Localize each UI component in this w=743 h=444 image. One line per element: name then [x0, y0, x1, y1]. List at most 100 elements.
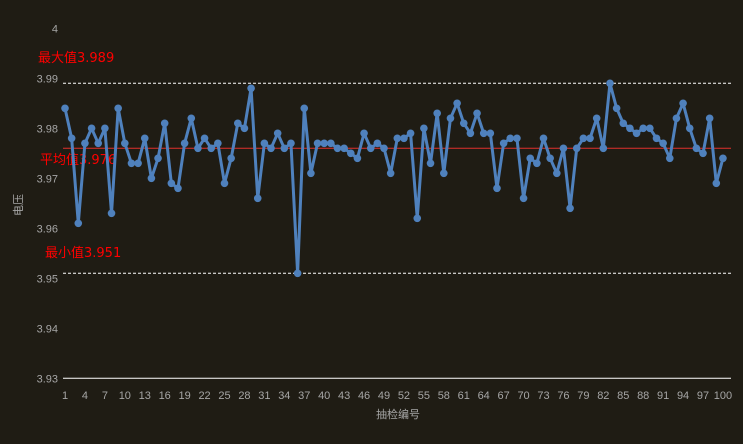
x-tick-label: 28 — [238, 390, 250, 402]
data-point — [127, 159, 136, 168]
x-tick-label: 49 — [378, 390, 390, 402]
x-tick-label: 64 — [478, 390, 490, 402]
data-point — [81, 139, 89, 148]
data-point — [187, 114, 196, 123]
data-point — [154, 154, 162, 163]
x-tick-label: 79 — [577, 390, 589, 402]
data-point — [214, 139, 222, 148]
data-point — [546, 154, 554, 163]
data-point — [586, 134, 594, 143]
data-point — [639, 124, 648, 133]
data-point — [340, 144, 348, 153]
data-point — [320, 139, 328, 148]
data-point — [619, 119, 628, 128]
x-tick-label: 97 — [697, 390, 709, 402]
data-point — [121, 139, 129, 148]
x-tick-label: 31 — [258, 390, 270, 402]
data-point — [107, 209, 116, 218]
data-point — [180, 139, 189, 148]
y-tick-label: 3.93 — [37, 373, 58, 385]
data-point — [253, 194, 262, 203]
x-tick-label: 37 — [298, 390, 310, 402]
data-point — [473, 109, 481, 118]
data-point — [705, 114, 714, 123]
y-tick-label: 3.98 — [37, 123, 58, 135]
x-tick-label: 73 — [537, 390, 549, 402]
data-point — [101, 124, 109, 133]
data-point — [293, 269, 302, 278]
data-point — [147, 174, 156, 183]
data-point — [486, 129, 495, 138]
data-point — [692, 144, 701, 153]
x-tick-label: 67 — [498, 390, 510, 402]
x-tick-label: 22 — [198, 390, 210, 402]
data-point — [233, 119, 242, 128]
x-tick-label: 91 — [657, 390, 669, 402]
data-point — [612, 104, 621, 113]
data-point — [526, 154, 535, 163]
data-point — [646, 124, 654, 133]
x-tick-label: 16 — [159, 390, 171, 402]
data-point — [313, 139, 322, 148]
data-point — [626, 124, 634, 133]
x-tick-label: 58 — [438, 390, 450, 402]
x-tick-label: 46 — [358, 390, 370, 402]
data-point — [160, 119, 169, 128]
data-point — [672, 114, 681, 123]
series-line — [63, 81, 725, 275]
data-point — [679, 99, 687, 108]
y-tick-label: 3.99 — [37, 73, 58, 85]
data-point — [433, 109, 441, 118]
data-point — [273, 129, 282, 138]
data-point — [665, 154, 674, 163]
data-point — [386, 169, 395, 178]
data-point — [346, 149, 355, 158]
y-tick-label: 3.97 — [37, 173, 58, 185]
data-point — [712, 179, 721, 188]
y-tick-label: 3.94 — [37, 323, 58, 335]
data-point — [114, 104, 122, 113]
data-point — [559, 144, 568, 153]
data-point — [373, 139, 382, 148]
data-point — [67, 134, 76, 143]
data-point — [307, 169, 315, 178]
data-point — [699, 149, 707, 158]
reference-label: 最大值3.989 — [38, 50, 114, 66]
data-point — [200, 134, 209, 143]
x-tick-label: 76 — [557, 390, 569, 402]
x-tick-label: 10 — [119, 390, 131, 402]
x-tick-label: 94 — [677, 390, 689, 402]
x-tick-label: 55 — [418, 390, 430, 402]
data-point — [685, 124, 694, 133]
data-point — [227, 154, 235, 163]
data-point — [413, 214, 422, 223]
data-point — [74, 219, 83, 228]
x-tick-label: 7 — [102, 390, 108, 402]
data-point — [87, 124, 96, 133]
x-axis-label: 抽检编号 — [376, 407, 420, 421]
data-point — [287, 139, 295, 148]
data-point — [167, 179, 176, 188]
data-point — [267, 144, 275, 153]
data-point — [240, 124, 249, 133]
x-tick-label: 4 — [82, 390, 88, 402]
data-point — [393, 134, 402, 143]
x-tick-label: 40 — [318, 390, 330, 402]
x-tick-label: 82 — [597, 390, 609, 402]
reference-label: 平均值3.976 — [40, 152, 116, 168]
data-point — [652, 134, 661, 143]
data-point — [380, 144, 388, 153]
data-point — [174, 184, 182, 193]
x-tick-label: 25 — [218, 390, 230, 402]
data-point — [360, 129, 368, 138]
data-point — [260, 139, 269, 148]
x-tick-label: 1 — [62, 390, 68, 402]
data-point — [632, 129, 641, 138]
data-point — [440, 169, 448, 178]
data-point — [61, 104, 69, 113]
data-point — [493, 184, 501, 193]
x-tick-label: 52 — [398, 390, 410, 402]
data-point — [280, 144, 289, 153]
data-point — [519, 194, 528, 203]
